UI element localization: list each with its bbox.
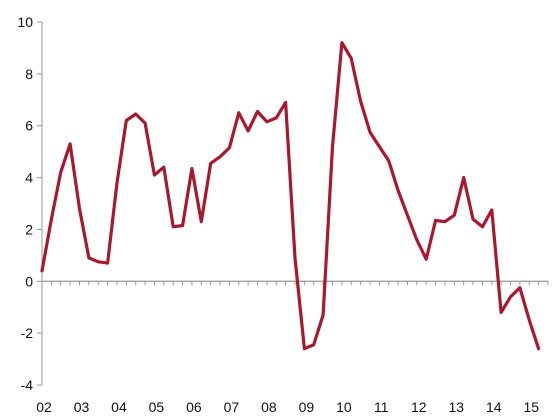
data-point	[397, 189, 399, 192]
data-point	[537, 347, 540, 350]
series-lines	[40, 41, 541, 351]
data-point	[116, 182, 118, 184]
data-point	[322, 314, 324, 316]
data-point	[191, 167, 193, 170]
x-tick-label: 04	[111, 399, 127, 415]
data-point	[406, 214, 409, 216]
data-point	[125, 119, 128, 122]
data-point	[144, 122, 146, 124]
data-point	[219, 156, 221, 158]
data-point	[369, 131, 371, 133]
y-tick-label: 0	[25, 273, 33, 289]
y-tick-label: 8	[25, 66, 33, 82]
x-tick-label: 14	[486, 399, 502, 415]
data-point	[491, 209, 493, 211]
data-point	[228, 147, 231, 149]
data-point	[88, 257, 90, 259]
x-tick-label: 15	[523, 399, 539, 415]
data-point	[106, 262, 109, 264]
data-point	[331, 145, 334, 148]
data-point	[425, 258, 428, 261]
data-point	[275, 117, 278, 119]
x-tick-label: 03	[74, 399, 90, 415]
data-point	[153, 174, 156, 176]
data-point	[284, 101, 287, 104]
x-axis: 02 03 04 05 06 07 08 09 10 11 12 13 14 15	[36, 280, 549, 415]
data-point	[378, 145, 381, 148]
data-point	[481, 226, 484, 228]
x-tick-label: 02	[36, 399, 52, 415]
x-tick-label: 13	[449, 399, 465, 415]
x-tick-label: 06	[186, 399, 202, 415]
data-point	[134, 113, 137, 115]
y-tick-label: 2	[25, 221, 33, 237]
data-point	[200, 220, 203, 223]
series-line-0	[40, 41, 541, 351]
data-point	[387, 159, 390, 162]
data-point	[97, 261, 99, 263]
data-point	[294, 257, 296, 259]
data-point	[341, 41, 343, 44]
data-point	[238, 112, 240, 114]
data-point	[209, 162, 212, 165]
x-tick-label: 09	[299, 399, 315, 415]
x-tick-label: 12	[411, 399, 427, 415]
x-tick-label: 07	[224, 399, 240, 415]
y-tick-label: -2	[21, 325, 34, 341]
data-point	[266, 121, 268, 123]
data-point	[181, 224, 184, 227]
data-point	[462, 176, 465, 179]
x-tick-label: 10	[336, 399, 352, 415]
data-point	[519, 287, 521, 289]
data-point	[444, 220, 446, 223]
data-point	[41, 270, 43, 272]
data-point	[256, 110, 259, 113]
data-point	[303, 347, 306, 350]
data-point	[78, 207, 81, 210]
x-tick-label: 08	[261, 399, 277, 415]
data-point	[172, 226, 174, 228]
data-point	[528, 319, 531, 322]
data-point	[247, 130, 249, 132]
y-tick-label: -4	[21, 377, 34, 393]
data-point	[472, 218, 474, 220]
data-point	[359, 100, 362, 102]
data-point	[509, 296, 512, 298]
x-tick-label: 05	[149, 399, 165, 415]
data-point	[416, 239, 418, 241]
data-point	[50, 218, 53, 220]
data-point	[453, 214, 456, 216]
data-point	[312, 344, 315, 346]
data-point	[69, 143, 71, 145]
data-point	[350, 57, 353, 60]
y-axis: -4 -2 0 2 4 6 8 10	[17, 14, 43, 393]
x-tick-label: 11	[374, 399, 389, 415]
data-point	[434, 219, 437, 222]
data-point	[500, 311, 502, 314]
y-tick-label: 6	[25, 118, 33, 134]
data-point	[59, 171, 62, 174]
y-tick-label: 10	[17, 14, 33, 30]
y-tick-label: 4	[25, 170, 33, 186]
data-point	[163, 166, 165, 168]
